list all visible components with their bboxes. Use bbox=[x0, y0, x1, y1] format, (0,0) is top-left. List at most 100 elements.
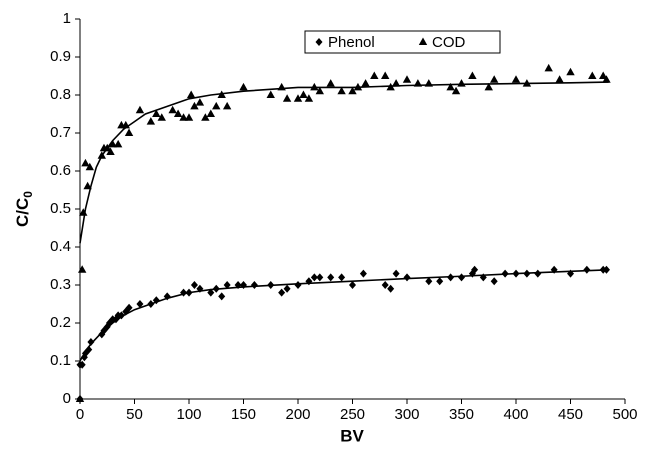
data-point bbox=[201, 113, 210, 121]
data-point bbox=[124, 128, 134, 136]
data-point bbox=[195, 98, 205, 106]
x-tick-label: 500 bbox=[612, 406, 637, 423]
data-point bbox=[386, 82, 395, 91]
data-point bbox=[316, 273, 324, 282]
data-point bbox=[447, 273, 455, 282]
y-axis-label-subscript: 0 bbox=[21, 191, 35, 198]
data-point bbox=[207, 288, 215, 297]
y-tick-label: 0.9 bbox=[50, 48, 71, 65]
y-tick-label: 0.1 bbox=[50, 352, 71, 369]
fit-curve bbox=[79, 269, 609, 362]
data-point bbox=[413, 79, 423, 87]
data-point bbox=[327, 273, 335, 282]
data-point bbox=[446, 82, 455, 91]
data-point bbox=[125, 303, 133, 312]
x-axis-label: BV bbox=[340, 426, 364, 445]
data-point bbox=[451, 86, 461, 95]
y-tick-label: 0.2 bbox=[50, 314, 71, 331]
data-point bbox=[152, 296, 160, 305]
legend-box bbox=[304, 30, 501, 54]
data-point bbox=[337, 86, 346, 95]
data-point bbox=[436, 277, 444, 286]
x-tick-label: 400 bbox=[503, 406, 528, 423]
data-point bbox=[523, 269, 531, 278]
data-point bbox=[190, 281, 198, 289]
data-point bbox=[555, 75, 564, 83]
x-tick-label: 350 bbox=[449, 406, 474, 423]
data-point bbox=[267, 281, 275, 289]
x-tick-label: 100 bbox=[176, 406, 201, 423]
y-tick-label: 0.5 bbox=[50, 200, 71, 217]
y-tick-label: 0.3 bbox=[50, 276, 71, 293]
data-point bbox=[81, 158, 90, 167]
data-point bbox=[583, 265, 591, 274]
data-point bbox=[135, 105, 145, 114]
data-point bbox=[305, 277, 313, 286]
data-point bbox=[310, 273, 318, 282]
legend-marker bbox=[418, 37, 428, 45]
data-point bbox=[315, 86, 324, 95]
data-point bbox=[403, 273, 411, 282]
data-point bbox=[75, 394, 85, 402]
data-point bbox=[190, 101, 199, 110]
x-tick-label: 150 bbox=[231, 406, 256, 423]
data-point bbox=[282, 94, 292, 102]
data-point bbox=[222, 101, 232, 110]
data-point bbox=[97, 151, 106, 159]
y-tick-label: 0.8 bbox=[50, 86, 71, 103]
data-point bbox=[146, 117, 156, 125]
data-point bbox=[196, 284, 204, 293]
data-point bbox=[277, 82, 286, 91]
data-point bbox=[602, 265, 610, 274]
data-point bbox=[391, 79, 401, 87]
data-point bbox=[108, 139, 117, 148]
data-point bbox=[168, 105, 177, 114]
data-point bbox=[83, 181, 92, 190]
x-tick-label: 200 bbox=[285, 406, 310, 423]
data-point bbox=[113, 139, 123, 148]
data-point bbox=[479, 273, 487, 282]
data-point bbox=[512, 269, 520, 278]
data-point bbox=[283, 284, 291, 293]
x-tick-label: 300 bbox=[394, 406, 419, 423]
data-point bbox=[370, 71, 379, 79]
data-point bbox=[566, 67, 575, 76]
data-point bbox=[212, 284, 220, 293]
y-tick-label: 0.7 bbox=[50, 124, 71, 141]
data-point bbox=[212, 101, 221, 110]
data-point bbox=[458, 273, 465, 282]
x-tick-label: 250 bbox=[340, 406, 365, 423]
data-point bbox=[310, 82, 319, 91]
data-point bbox=[184, 113, 194, 121]
data-point bbox=[599, 71, 608, 79]
data-point bbox=[121, 120, 130, 129]
data-point bbox=[425, 277, 433, 286]
data-point bbox=[511, 75, 521, 83]
data-point bbox=[338, 273, 346, 282]
data-point bbox=[381, 71, 390, 79]
data-point bbox=[457, 79, 466, 87]
data-point bbox=[85, 345, 93, 354]
data-point bbox=[387, 284, 395, 293]
data-point bbox=[223, 281, 231, 289]
data-point bbox=[471, 265, 479, 274]
data-point bbox=[522, 79, 532, 87]
data-point bbox=[163, 292, 171, 301]
data-point bbox=[490, 75, 499, 83]
data-point bbox=[602, 75, 611, 83]
data-point bbox=[534, 269, 542, 278]
data-point bbox=[293, 94, 303, 102]
data-point bbox=[353, 82, 363, 91]
data-point bbox=[544, 63, 553, 72]
data-point bbox=[234, 281, 242, 289]
data-point bbox=[326, 79, 335, 87]
data-point bbox=[490, 277, 498, 286]
data-point bbox=[179, 113, 188, 121]
data-point bbox=[501, 269, 509, 278]
data-point bbox=[185, 288, 193, 297]
data-point bbox=[218, 292, 226, 301]
data-point bbox=[392, 269, 400, 278]
data-point bbox=[77, 265, 87, 273]
data-point bbox=[250, 281, 258, 289]
